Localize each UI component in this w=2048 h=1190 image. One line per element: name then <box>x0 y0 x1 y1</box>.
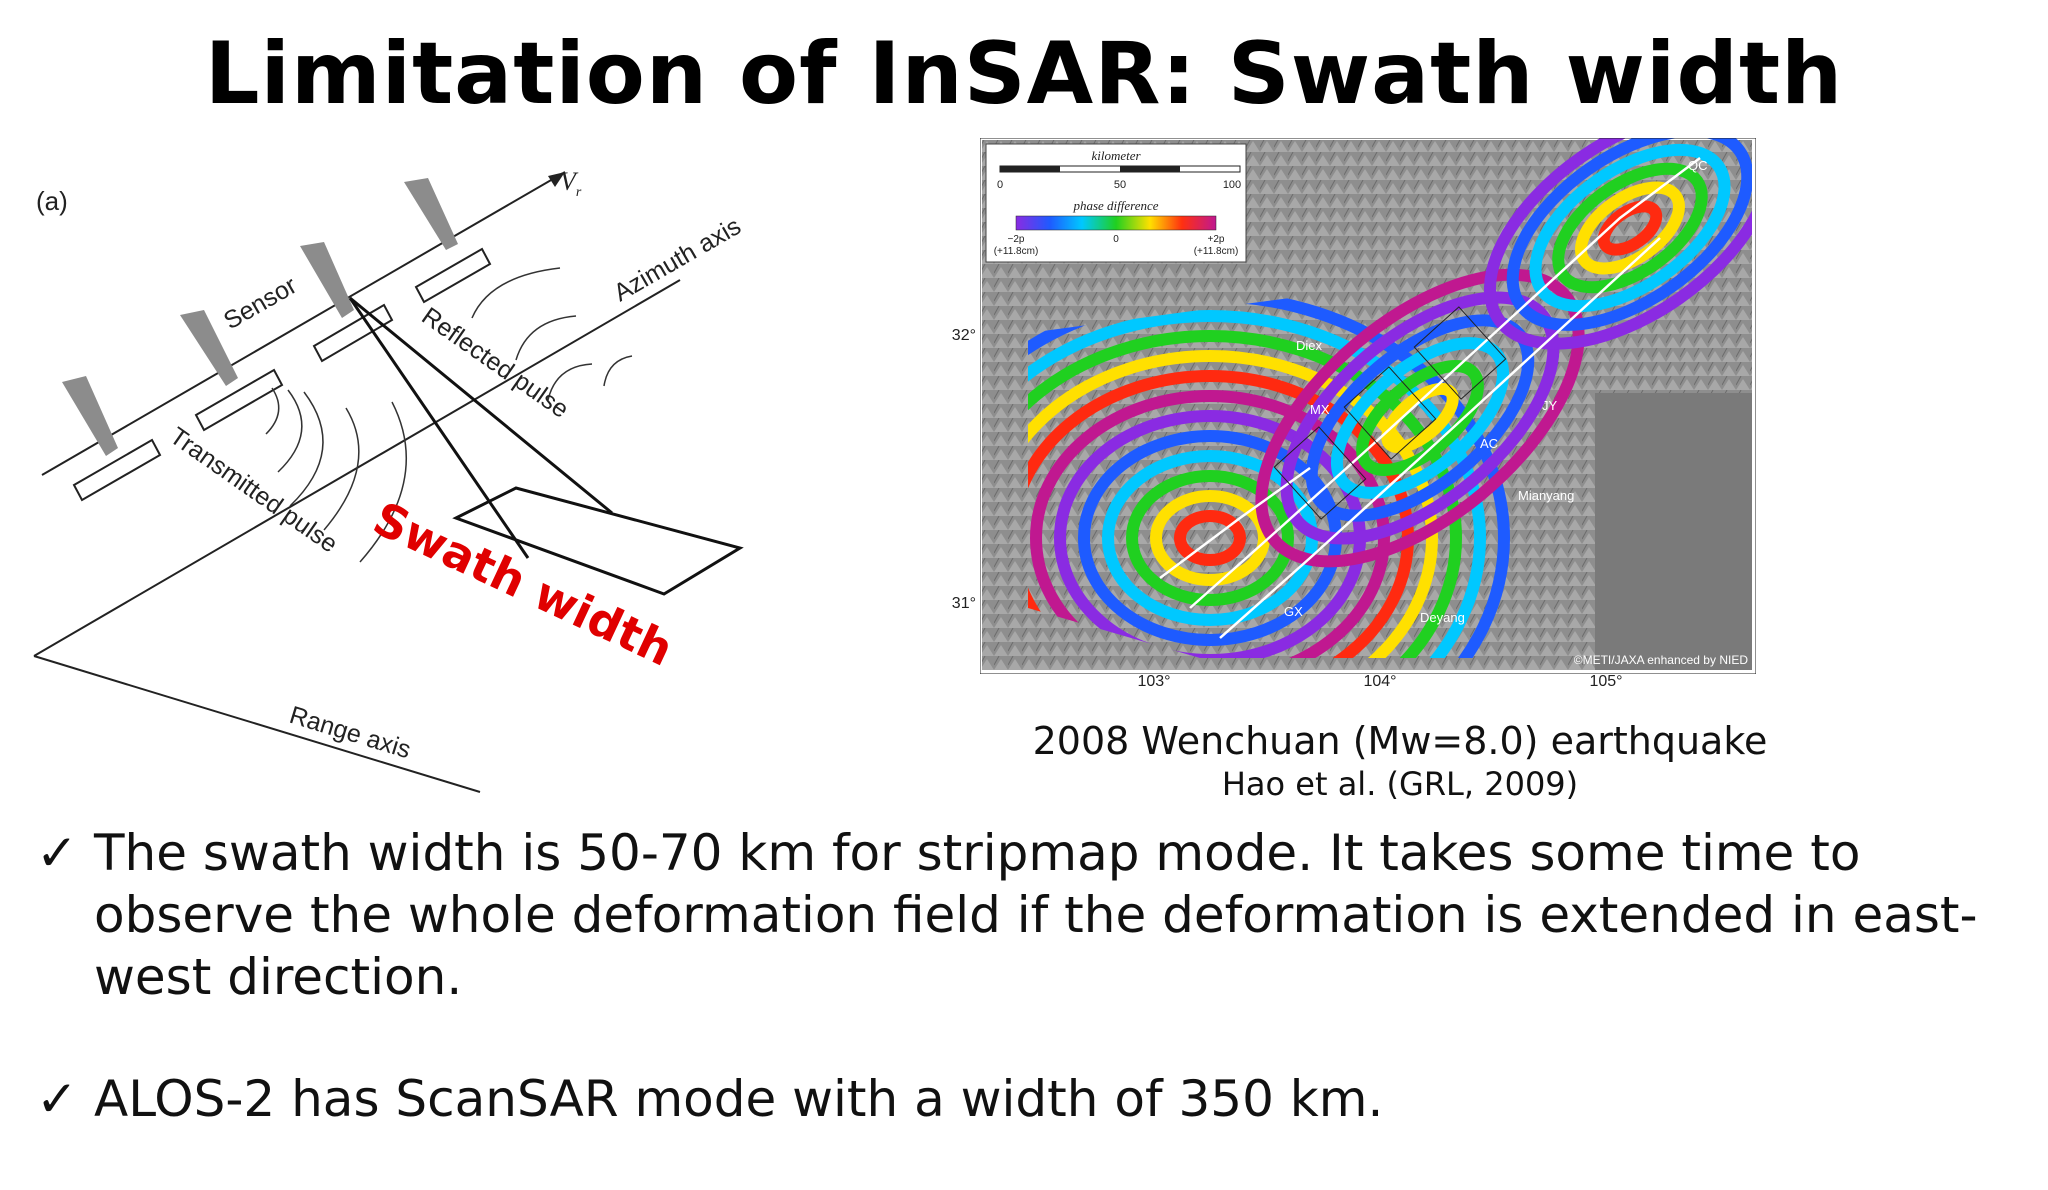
sensor-antennas <box>62 178 458 456</box>
antenna-icon <box>180 310 238 386</box>
radar-beam <box>348 296 744 596</box>
bullet-text: The swath width is 50-70 km for stripmap… <box>94 824 1978 1006</box>
checkmark-icon: ✓ <box>36 824 78 882</box>
azimuth-axis-label: Azimuth axis <box>609 212 746 307</box>
phase-min-sub: (+11.8cm) <box>994 246 1039 257</box>
velocity-label: Vr <box>560 167 582 200</box>
bullet-list: ✓ The swath width is 50-70 km for stripm… <box>36 822 2016 1190</box>
place-mx: MX <box>1310 402 1330 417</box>
place-ac: AC <box>1480 436 1498 451</box>
scale-tick-0: 0 <box>997 179 1003 191</box>
swath-footprint <box>452 486 744 596</box>
checkmark-icon: ✓ <box>36 1070 78 1128</box>
lon-label-105: 105° <box>1589 673 1622 690</box>
place-qc: QC <box>1688 158 1708 173</box>
fault-lines <box>1159 157 1701 639</box>
panel-label: (a) <box>36 186 68 216</box>
phase-max-label: +2p <box>1208 234 1225 245</box>
phase-min-label: −2p <box>1008 234 1025 245</box>
sensor-label: Sensor <box>219 271 302 335</box>
scale-title: kilometer <box>1091 148 1141 163</box>
scale-tick-100: 100 <box>1223 179 1241 191</box>
place-diex: Diex <box>1296 338 1323 353</box>
antenna-icon <box>404 178 458 250</box>
antenna-icon <box>62 376 118 456</box>
map-caption-citation: Hao et al. (GRL, 2009) <box>1221 765 1579 803</box>
sensor-box <box>194 368 284 432</box>
bullet-item: ✓ The swath width is 50-70 km for stripm… <box>36 822 2016 1008</box>
phase-colorbar <box>1015 215 1217 231</box>
antenna-icon <box>300 242 354 318</box>
map-caption-title: 2008 Wenchuan (Mw=8.0) earthquake <box>1032 719 1768 763</box>
place-gx: GX <box>1284 604 1303 619</box>
map-axis-labels: 32° 31° 103° 104° 105° <box>952 327 1623 690</box>
insar-geometry-diagram: (a) Vr Sensor Azimuth axis Range axis Tr… <box>33 167 746 793</box>
interferogram-map: Diex MX JY AC Mianyang Deyang GX QC kilo… <box>979 137 1757 675</box>
place-jy: JY <box>1542 398 1558 413</box>
interferogram-svg: Diex MX JY AC Mianyang Deyang GX QC kilo… <box>979 137 1757 675</box>
gray-block <box>1595 393 1752 670</box>
map-credit: ©METI/JAXA enhanced by NIED <box>1574 653 1749 667</box>
map-caption: 2008 Wenchuan (Mw=8.0) earthquake Hao et… <box>940 718 1860 804</box>
phase-title: phase difference <box>1072 198 1158 213</box>
sensor-box <box>414 247 492 304</box>
map-legend: kilometer 0 50 100 phase difference −2p … <box>985 143 1247 263</box>
sensor-box <box>312 303 394 363</box>
lon-label-104: 104° <box>1363 673 1396 690</box>
sensor-box <box>72 438 162 502</box>
bullet-text: ALOS-2 has ScanSAR mode with a width of … <box>94 1070 1384 1128</box>
lat-label-32: 32° <box>952 327 976 344</box>
fringe-set-east <box>1255 268 1585 568</box>
range-axis-label: Range axis <box>286 701 414 764</box>
place-mianyang: Mianyang <box>1518 488 1574 503</box>
transmitted-pulse-label: Transmitted pulse <box>165 422 343 558</box>
reflected-pulse-label: Reflected pulse <box>417 302 574 424</box>
range-axis <box>33 655 481 793</box>
transmitted-pulse-arcs <box>265 387 408 563</box>
place-deyang: Deyang <box>1420 610 1465 625</box>
fringe-set-northeast <box>1483 138 1752 350</box>
phase-max-sub: (+11.8cm) <box>1194 246 1239 257</box>
lat-label-31: 31° <box>952 595 976 612</box>
sensor-boxes <box>72 247 492 502</box>
bullet-item: ✓ ALOS-2 has ScanSAR mode with a width o… <box>36 1068 2016 1130</box>
reflected-pulse-arcs <box>471 267 633 401</box>
flight-path <box>41 171 566 476</box>
slide-title: Limitation of InSAR: Swath width <box>204 24 1844 124</box>
rupture-blocks <box>1273 306 1507 520</box>
scale-tick-50: 50 <box>1114 179 1126 191</box>
lon-label-103: 103° <box>1137 673 1170 690</box>
fringe-pattern <box>1028 138 1752 658</box>
phase-mid-label: 0 <box>1113 234 1119 245</box>
